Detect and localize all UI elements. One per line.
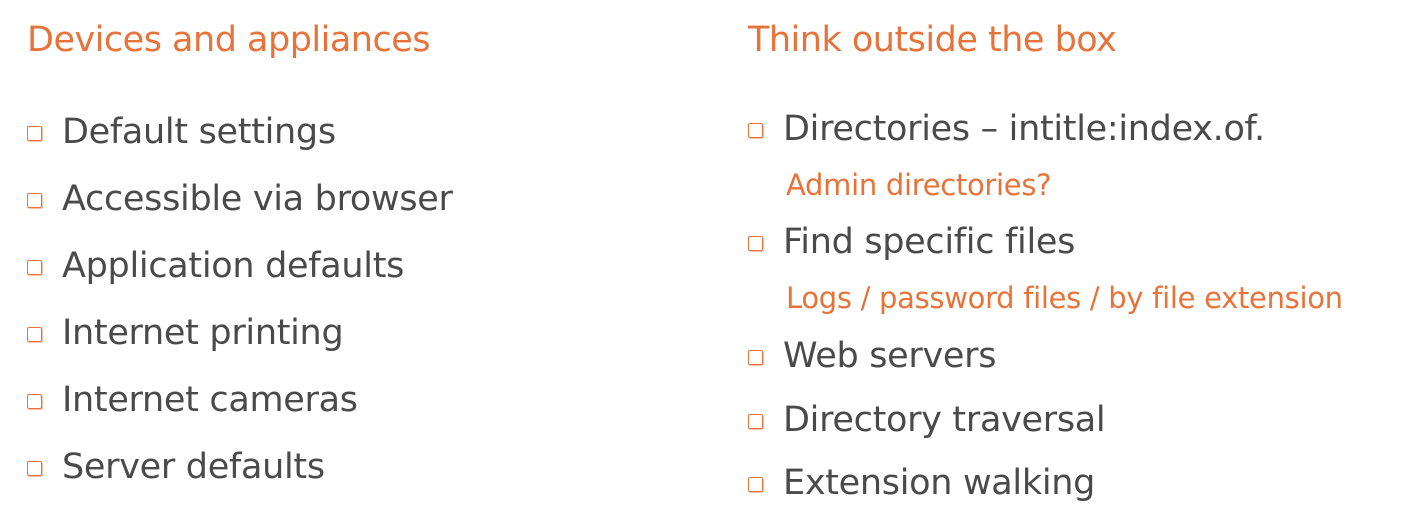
list-item: Directories – intitle:index.of. — [748, 104, 1265, 154]
list-item: Accessible via browser — [27, 174, 453, 224]
list-item: Internet printing — [27, 308, 344, 358]
left-heading: Devices and appliances — [27, 20, 431, 60]
list-item: Application defaults — [27, 241, 404, 291]
list-item-label: Server defaults — [62, 447, 325, 487]
checkbox-bullet-icon — [27, 327, 42, 342]
list-item-label: Directory traversal — [783, 400, 1106, 440]
list-item: Directory traversal — [748, 395, 1106, 445]
checkbox-bullet-icon — [27, 394, 42, 409]
right-heading: Think outside the box — [748, 20, 1117, 60]
checkbox-bullet-icon — [748, 350, 763, 365]
list-item-label: Application defaults — [62, 246, 405, 286]
checkbox-bullet-icon — [748, 414, 763, 429]
list-item-subtext: Logs / password files / by file extensio… — [786, 281, 1343, 315]
checkbox-bullet-icon — [748, 123, 763, 138]
list-item: Extension walking — [748, 458, 1095, 508]
list-item: Server defaults — [27, 442, 325, 492]
checkbox-bullet-icon — [27, 126, 42, 141]
checkbox-bullet-icon — [27, 193, 42, 208]
list-item-label: Web servers — [783, 336, 997, 376]
list-item-subtext: Admin directories? — [786, 168, 1052, 202]
list-item: Internet cameras — [27, 375, 358, 425]
checkbox-bullet-icon — [27, 461, 42, 476]
list-item-label: Directories – intitle:index.of. — [783, 109, 1265, 149]
checkbox-bullet-icon — [27, 260, 42, 275]
list-item-label: Find specific files — [783, 222, 1076, 262]
list-item-label: Extension walking — [783, 463, 1096, 503]
list-item-label: Accessible via browser — [62, 179, 453, 219]
list-item: Default settings — [27, 107, 336, 157]
list-item-label: Internet cameras — [62, 380, 358, 420]
list-item: Find specific files — [748, 217, 1075, 267]
checkbox-bullet-icon — [748, 477, 763, 492]
list-item: Web servers — [748, 331, 996, 381]
checkbox-bullet-icon — [748, 236, 763, 251]
list-item-label: Default settings — [62, 112, 336, 152]
list-item-label: Internet printing — [62, 313, 344, 353]
